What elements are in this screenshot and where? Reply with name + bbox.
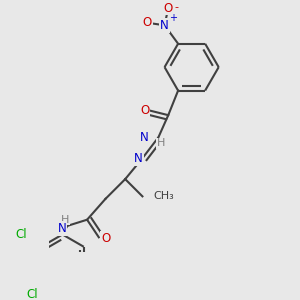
Text: Cl: Cl <box>27 288 38 300</box>
Text: N: N <box>160 19 169 32</box>
Text: O: O <box>101 232 110 245</box>
Text: N: N <box>140 131 148 144</box>
Text: H: H <box>61 215 69 225</box>
Text: -: - <box>174 2 178 12</box>
Text: O: O <box>140 104 149 117</box>
Text: O: O <box>143 16 152 29</box>
Text: +: + <box>169 14 177 23</box>
Text: N: N <box>58 222 66 235</box>
Text: N: N <box>134 152 143 165</box>
Text: H: H <box>157 139 165 148</box>
Text: Cl: Cl <box>16 228 27 241</box>
Text: O: O <box>164 2 173 14</box>
Text: CH₃: CH₃ <box>154 191 174 201</box>
